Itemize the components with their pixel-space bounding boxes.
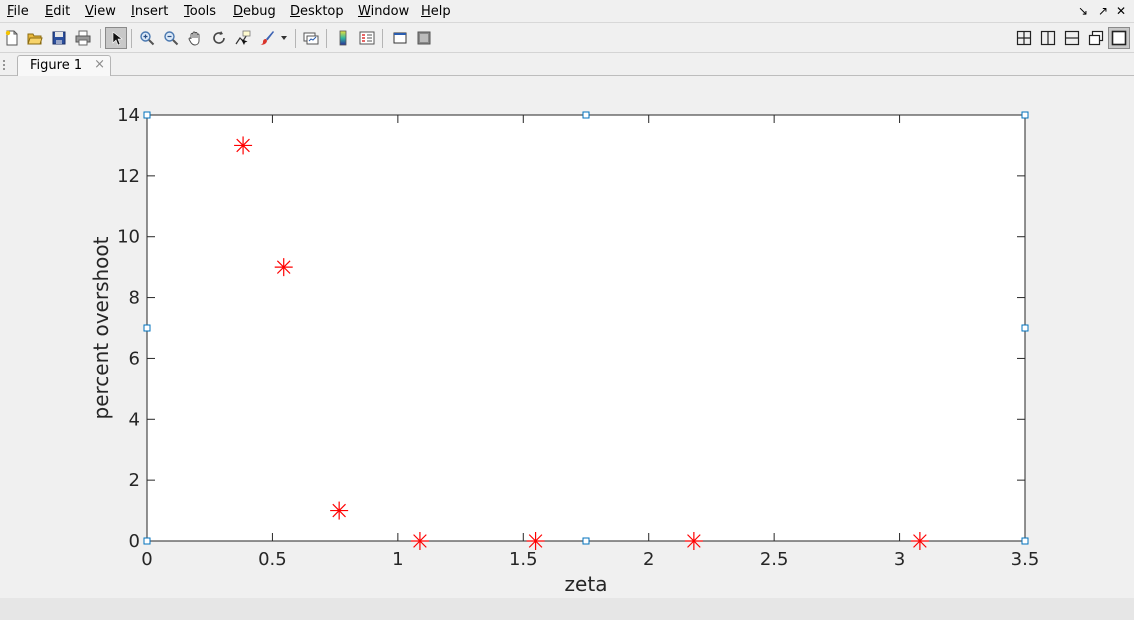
menu-insert[interactable]: Insert [131,4,169,19]
toolbar-separator [100,29,101,48]
tab-label: Figure 1 [30,58,83,73]
selection-handle[interactable] [1021,537,1029,545]
y-tick-label: 12 [117,166,140,187]
close-window-icon[interactable]: ✕ [1115,4,1127,18]
tab-grip-icon [3,60,5,70]
y-tick-label: 8 [129,288,140,309]
print-icon[interactable] [72,27,94,49]
menu-debug[interactable]: Debug [233,4,276,19]
edit-plot-arrow-icon[interactable] [105,27,127,49]
x-tick-label: 0 [141,549,152,570]
menu-window[interactable]: Window [358,4,410,19]
data-point-marker[interactable] [274,258,293,277]
x-tick-label: 1.5 [509,549,538,570]
menu-help[interactable]: Help [421,4,451,19]
figure-toolbar [0,24,1134,53]
open-file-icon[interactable] [24,27,46,49]
dock-icon[interactable]: ↗ [1097,4,1109,18]
menu-file[interactable]: File [7,4,29,19]
rotate-3d-icon[interactable] [208,27,230,49]
data-series [234,136,929,550]
data-point-marker[interactable] [234,136,253,155]
data-cursor-icon[interactable] [232,27,254,49]
maximize-layout-icon[interactable] [1108,27,1130,49]
toolbar-separator [326,29,327,48]
zoom-out-icon[interactable] [160,27,182,49]
hide-plot-tools-icon[interactable] [389,27,411,49]
new-figure-icon[interactable] [1,27,23,49]
pan-hand-icon[interactable] [184,27,206,49]
selection-handle[interactable] [582,537,590,545]
toolbar-separator [131,29,132,48]
selection-handles [143,111,1029,545]
figure-canvas: 0 0.5 1 1.5 2 2.5 3 3.5 0 2 4 6 8 10 12 14 zeta percent… [0,77,1134,598]
y-tick-label: 4 [129,409,140,430]
y-tick-label: 0 [129,531,140,552]
figure-tab-strip: Figure 1 × [0,54,1134,76]
x-tick-label: 3 [894,549,905,570]
data-point-marker[interactable] [410,532,429,550]
float-layout-icon[interactable] [1085,27,1107,49]
x-axis-title: zeta [565,572,608,596]
link-plot-icon[interactable] [300,27,322,49]
x-tick-label: 2 [643,549,654,570]
undock-icon[interactable]: ↘ [1077,4,1089,18]
menu-view[interactable]: View [85,4,116,19]
close-tab-icon[interactable]: × [94,57,105,72]
status-bar [0,598,1134,620]
left-right-layout-icon[interactable] [1037,27,1059,49]
x-tick-label: 1 [392,549,403,570]
data-point-marker[interactable] [910,532,929,550]
selection-handle[interactable] [1021,324,1029,332]
selection-handle[interactable] [143,111,151,119]
y-axis-title: percent overshoot [89,236,113,419]
x-tick-label: 0.5 [258,549,287,570]
selection-handle[interactable] [143,537,151,545]
y-tick-label: 10 [117,227,140,248]
legend-icon[interactable] [356,27,378,49]
axes-background[interactable] [147,115,1025,541]
colorbar-icon[interactable] [332,27,354,49]
menu-edit[interactable]: Edit [45,4,71,19]
toolbar-separator [295,29,296,48]
zoom-in-icon[interactable] [136,27,158,49]
menu-desktop[interactable]: Desktop [290,4,344,19]
plot-axes-svg: 0 0.5 1 1.5 2 2.5 3 3.5 0 2 4 6 8 10 12 14 zeta percent… [89,105,1039,596]
tile-layout-icon[interactable] [1013,27,1035,49]
y-tick-label: 2 [129,470,140,491]
save-icon[interactable] [48,27,70,49]
toolbar-separator [382,29,383,48]
selection-handle[interactable] [1021,111,1029,119]
menu-tools[interactable]: Tools [184,4,217,19]
tick-labels: 0 0.5 1 1.5 2 2.5 3 3.5 0 2 4 6 8 10 12 14 [117,105,1039,570]
y-tick-label: 6 [129,348,140,369]
data-point-marker[interactable] [330,501,349,520]
menu-bar: File Edit View Insert Tools Debug Deskto… [0,0,1134,23]
data-point-marker[interactable] [526,532,545,550]
selection-handle[interactable] [143,324,151,332]
x-tick-label: 2.5 [760,549,789,570]
x-tick-label: 3.5 [1011,549,1040,570]
brush-icon[interactable] [256,27,278,49]
top-bottom-layout-icon[interactable] [1061,27,1083,49]
selection-handle[interactable] [582,111,590,119]
tab-figure-1[interactable]: Figure 1 × [17,55,111,76]
y-tick-label: 14 [117,105,140,126]
data-point-marker[interactable] [684,532,703,550]
show-plot-tools-icon[interactable] [413,27,435,49]
brush-dropdown-icon[interactable] [278,27,290,49]
